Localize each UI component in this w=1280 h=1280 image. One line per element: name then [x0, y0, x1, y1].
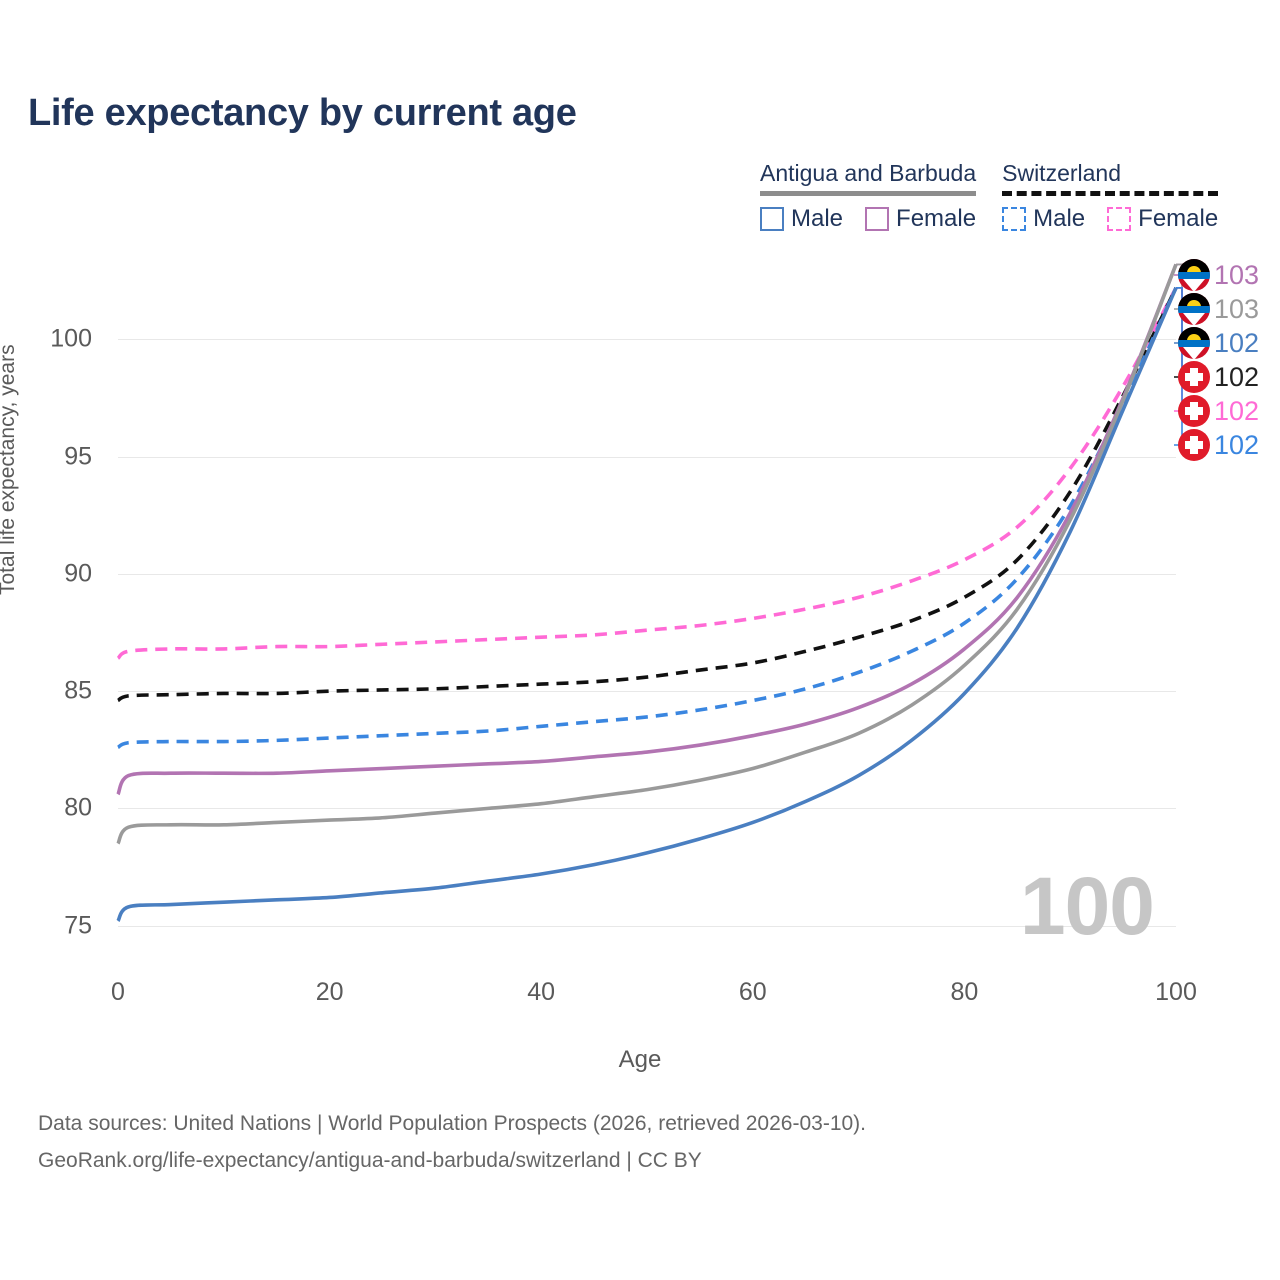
legend-item-label: Female [1138, 205, 1219, 232]
series-line [116, 263, 1178, 845]
series-line [116, 263, 1178, 796]
chart-legend: Antigua and Barbuda Male Female Switzerland… [760, 160, 1250, 233]
y-tick-label: 100 [50, 324, 92, 353]
end-label-antigua-male: 102 [1178, 326, 1259, 360]
series-line [116, 286, 1178, 660]
legend-swatch-icon [1002, 207, 1027, 231]
end-label-value: 102 [1214, 395, 1260, 426]
switzerland-flag-icon [1178, 361, 1210, 393]
footer: Data sources: United Nations | World Pop… [38, 1106, 866, 1180]
legend-swatch-icon [760, 207, 784, 231]
switzerland-flag-icon [1178, 395, 1210, 427]
legend-item-female[interactable]: Female [865, 205, 976, 233]
antigua-flag-icon [1178, 259, 1210, 291]
y-tick-label: 90 [64, 559, 92, 588]
legend-group-title: Antigua and Barbuda [760, 160, 977, 186]
y-tick-label: 80 [64, 793, 92, 822]
legend-swatch-icon [1107, 207, 1132, 231]
x-axis-title: Age [618, 1046, 662, 1073]
page-title: Life expectancy by current age [28, 92, 577, 134]
legend-group-1: Switzerland Male Female [1002, 160, 1219, 233]
end-label-antigua-female: 103 [1178, 258, 1259, 292]
y-tick-label: 85 [64, 676, 92, 705]
legend-group-0: Antigua and Barbuda Male Female [760, 160, 977, 233]
legend-swatch-icon [865, 207, 890, 231]
gridline [118, 456, 1176, 458]
x-tick-label: 20 [315, 978, 344, 1006]
antigua-flag-icon [1178, 293, 1210, 325]
gridline [118, 808, 1176, 810]
end-label-switzerland-male: 102 [1178, 428, 1259, 462]
legend-item-female[interactable]: Female [1107, 205, 1218, 233]
y-tick-label: 75 [64, 911, 92, 940]
series-line [116, 287, 1178, 923]
legend-group-rule [760, 191, 977, 196]
x-tick-label: 100 [1155, 978, 1197, 1006]
x-tick-label: 40 [527, 978, 556, 1006]
end-label-value: 103 [1214, 293, 1260, 324]
legend-item-label: Female [896, 205, 977, 232]
end-label-value: 102 [1214, 361, 1260, 392]
legend-item-male[interactable]: Male [760, 205, 843, 233]
legend-group-rule [1002, 191, 1219, 196]
x-tick-label: 80 [950, 978, 979, 1006]
end-label-switzerland-female: 102 [1178, 394, 1259, 428]
series-line [117, 287, 1178, 703]
footer-line-1: Data sources: United Nations | World Pop… [38, 1112, 867, 1135]
legend-item-male[interactable]: Male [1002, 205, 1085, 233]
gridline [118, 691, 1176, 693]
gridline [118, 573, 1176, 575]
end-label-value: 102 [1214, 429, 1260, 460]
end-label-antigua-total: 103 [1178, 292, 1259, 326]
end-label-value: 103 [1214, 259, 1260, 290]
gridline [118, 339, 1176, 341]
x-tick-label: 60 [738, 978, 767, 1006]
legend-group-title: Switzerland [1002, 160, 1122, 186]
end-label-switzerland-total: 102 [1178, 360, 1259, 394]
watermark: 100 [1020, 861, 1155, 952]
footer-line-2: GeoRank.org/life-expectancy/antigua-and-… [38, 1148, 702, 1172]
legend-item-label: Male [791, 205, 844, 232]
legend-item-label: Male [1033, 205, 1086, 232]
x-tick-label: 0 [111, 978, 125, 1006]
end-label-value: 102 [1214, 327, 1260, 358]
series-line [117, 287, 1178, 750]
switzerland-flag-icon [1178, 429, 1210, 461]
gridline [118, 925, 1176, 927]
y-tick-label: 95 [64, 442, 92, 471]
antigua-flag-icon [1178, 327, 1210, 359]
